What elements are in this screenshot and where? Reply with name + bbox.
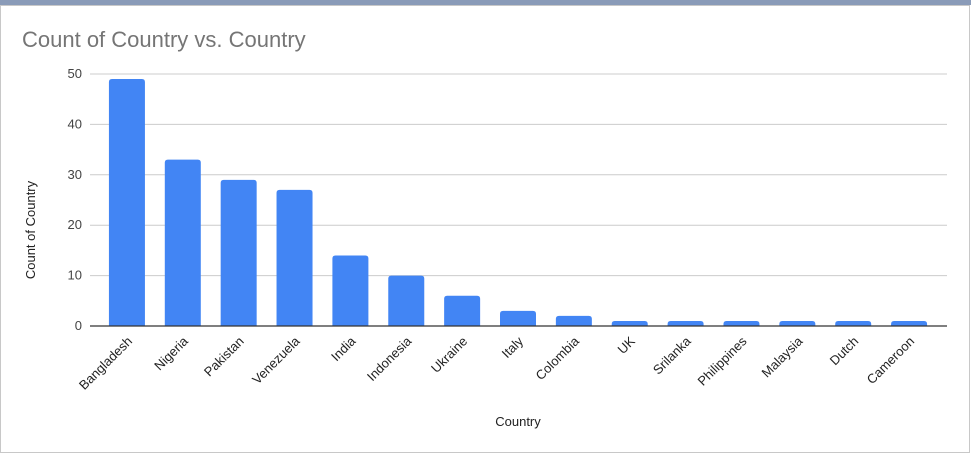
bar bbox=[667, 320, 704, 326]
y-tick-label: 50 bbox=[68, 66, 82, 81]
bar bbox=[220, 179, 257, 326]
bar bbox=[276, 189, 313, 326]
bar bbox=[164, 159, 201, 326]
bar bbox=[108, 79, 145, 326]
bar bbox=[332, 255, 369, 326]
bar bbox=[444, 295, 481, 326]
top-strip bbox=[0, 0, 971, 5]
bar bbox=[500, 310, 536, 326]
chart-title: Count of Country vs. Country bbox=[22, 27, 306, 52]
bar bbox=[388, 275, 425, 326]
y-tick-label: 10 bbox=[68, 268, 82, 283]
bar bbox=[555, 315, 592, 326]
bar bbox=[891, 320, 928, 326]
y-tick-label: 0 bbox=[75, 318, 82, 333]
y-tick-label: 30 bbox=[68, 167, 82, 182]
bar bbox=[723, 320, 760, 326]
x-axis-label: Country bbox=[495, 414, 541, 429]
bar bbox=[779, 320, 816, 326]
chart-border bbox=[0, 5, 970, 453]
y-axis-label: Count of Country bbox=[23, 180, 38, 279]
y-tick-label: 40 bbox=[68, 116, 82, 131]
bar bbox=[835, 320, 872, 326]
y-tick-label: 20 bbox=[68, 217, 82, 232]
bar bbox=[611, 320, 648, 326]
